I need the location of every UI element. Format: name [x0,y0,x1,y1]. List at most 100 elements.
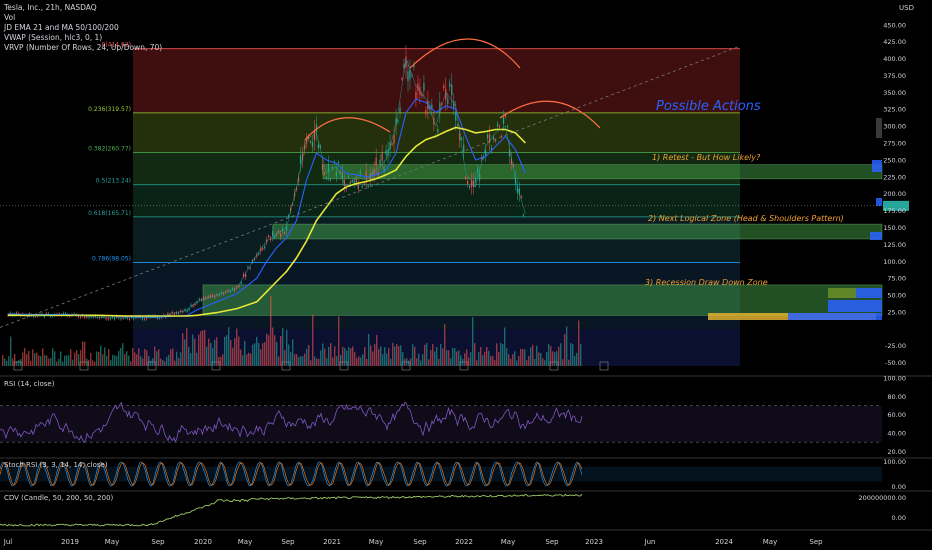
volume-bar [340,354,342,366]
candle-body [26,315,28,317]
volume-bar [186,328,188,366]
volume-bar [382,354,384,366]
candle-body [445,89,447,100]
volume-bar [498,352,500,366]
candle-body [236,286,238,289]
candle-body [449,83,451,87]
x-tick-16: May [763,538,777,546]
zone-label-1: 2) Next Logical Zone (Head & Shoulders P… [648,214,844,223]
volume-bar [552,351,554,366]
candle-body [399,107,401,113]
volume-bar [302,356,304,366]
volume-bar [232,347,234,366]
volume-bar [118,350,120,366]
candle-body [357,184,359,189]
candle-body [425,110,427,114]
volume-bar [536,345,538,366]
volume-bar [58,358,60,366]
volume-bar [398,346,400,366]
volume-bar [576,352,578,366]
volume-bar [208,338,210,366]
candle-body [401,78,403,80]
volume-bar [112,354,114,366]
volume-bar [420,360,422,366]
candle-body [120,318,122,320]
volume-bar [528,355,530,366]
volume-bar [324,348,326,366]
candle-body [103,316,105,318]
volume-bar [482,355,484,366]
candle-body [209,295,211,297]
candle-body [415,91,417,100]
volume-bar [234,338,236,366]
candle-body [214,295,216,298]
volume-bar [442,348,444,366]
volume-bar [410,358,412,366]
candle-body [498,125,501,128]
y-tick-6: 300.00 [883,123,906,131]
candle-body [28,313,30,315]
volume-bar [572,344,574,366]
candle-body [403,63,405,69]
zone-label-0: 1) Retest - But How Likely? [652,153,761,162]
candle-body [407,71,409,82]
volume-bar [244,341,246,366]
volume-bar [506,348,508,366]
y-tick-10: 200.00 [883,190,906,198]
volume-bar [56,361,58,366]
zone-label-2: 3) Recession Draw Down Zone [645,278,768,287]
rsi-tick-2: 60.00 [887,411,906,419]
candle-body [347,175,349,178]
event-marker [459,361,469,371]
volume-bar [560,343,562,366]
candle-body [295,188,298,190]
volume-bar [110,360,112,366]
candle-body [359,171,361,175]
x-tick-7: 2021 [323,538,341,546]
volume-bar [550,346,552,366]
candle-body [234,288,236,291]
fib-label-1: 0.236(319.57) [88,106,131,113]
volume-bar [92,360,94,366]
volume-bar [84,341,86,366]
candle-body [315,124,318,133]
volume-bar [316,358,318,366]
volume-bar [338,316,340,366]
volume-bar [34,353,36,366]
volume-bar [74,352,76,366]
vrvp-bar [872,160,882,172]
y-tick-1: 425.00 [883,38,906,46]
volume-bar [306,348,308,366]
candle-body [198,298,200,301]
fib-zone-3 [133,184,740,217]
candle-body [9,312,11,315]
fib-label-2: 0.382(260.77) [88,146,131,153]
volume-bar [180,352,182,366]
y-tick-7: 275.00 [883,140,906,148]
volume-bar [556,351,558,366]
volume-bar [130,361,132,366]
shoulder-left-arc [304,117,391,141]
volume-bar [426,343,428,366]
candle-body [339,171,341,173]
candle-body [522,214,525,217]
y-tick-14: 100.00 [883,258,906,266]
volume-bar [194,338,196,366]
volume-bar [142,358,144,366]
x-tick-6: Sep [281,538,295,546]
rsi-label: RSI (14, close) [4,380,55,388]
volume-bar [518,356,520,366]
volume-bar [286,329,288,366]
volume-bar [88,359,90,366]
volume-bar [380,346,382,366]
volume-bar [228,327,230,366]
candle-body [457,124,459,126]
volume-bar [60,351,62,366]
volume-bar [328,346,330,366]
fib-label-4: 0.618(165.71) [88,210,131,217]
volume-bar [22,352,24,366]
fib-label-3: 0.5(213.24) [96,178,131,185]
volume-bar [224,336,226,366]
volume-bar [276,342,278,366]
